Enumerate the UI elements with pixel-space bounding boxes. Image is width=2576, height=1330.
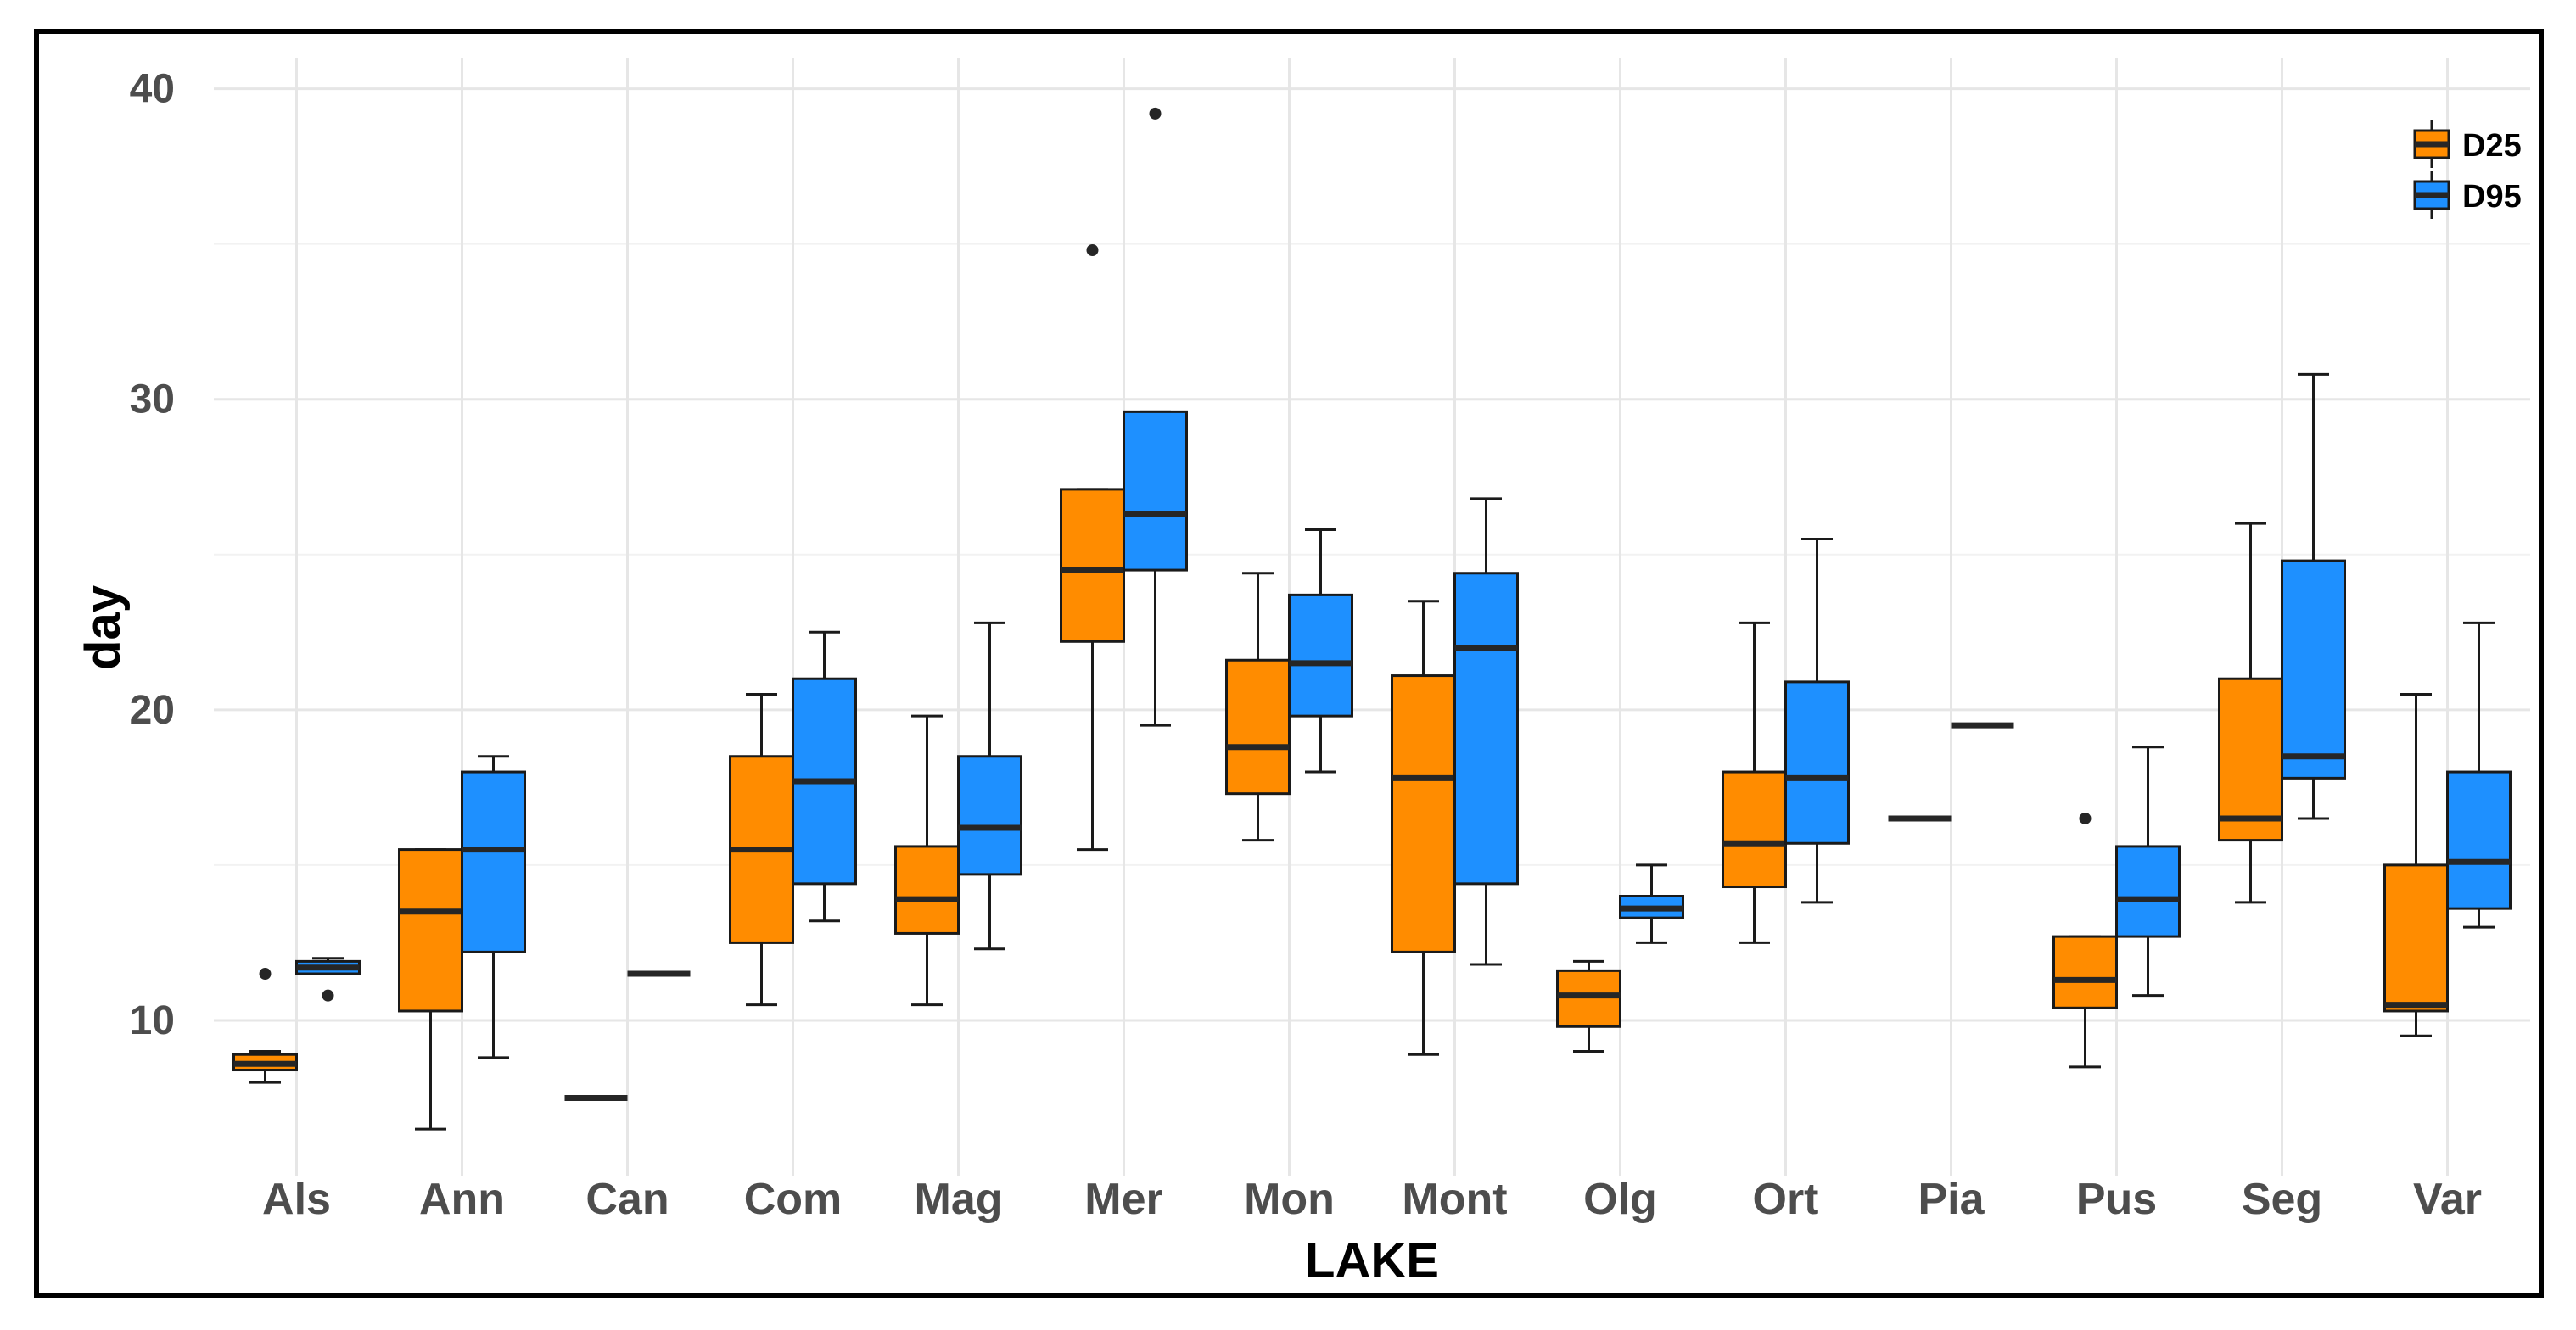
box-D25-Ann: [398, 848, 463, 1131]
boxes: [232, 107, 2512, 1131]
iqr-box: [957, 755, 1022, 876]
box-D95-Com: [792, 630, 857, 923]
y-tick-label: 20: [130, 688, 175, 733]
outlier-point: [322, 989, 334, 1002]
box-D95-Pus: [2115, 746, 2181, 998]
box-D95-Mag: [957, 621, 1022, 951]
y-tick-label: 10: [130, 998, 175, 1043]
y-tick-label: 40: [130, 67, 175, 112]
x-tick-label: Mer: [1084, 1175, 1162, 1224]
x-tick-label: Mag: [915, 1175, 1003, 1224]
iqr-box: [2052, 935, 2118, 1009]
iqr-box: [2115, 845, 2181, 938]
outlier-point: [2079, 812, 2092, 824]
iqr-box: [1225, 658, 1291, 796]
x-tick-label: Com: [744, 1175, 843, 1224]
box-D95-Mon: [1288, 528, 1353, 774]
x-axis-title: LAKE: [1305, 1233, 1439, 1288]
x-axis-ticks: Als Ann Can Com Mag Mer Mon Mont Olg Ort Pia Pus Seg…: [262, 1175, 2482, 1224]
x-tick-label: Ort: [1753, 1175, 1819, 1224]
iqr-box: [1556, 969, 1621, 1028]
box-D25-Com: [729, 693, 794, 1007]
x-tick-label: Mont: [1402, 1175, 1507, 1224]
iqr-box: [1391, 674, 1456, 953]
box-D25-Var: [2383, 693, 2449, 1037]
y-tick-label: 30: [130, 377, 175, 422]
x-tick-label: Seg: [2242, 1175, 2322, 1224]
iqr-box: [2281, 559, 2346, 780]
box-D95-Ann: [461, 755, 526, 1059]
box-D95-Olg: [1619, 863, 1684, 944]
iqr-box: [1060, 488, 1125, 643]
iqr-box: [1288, 593, 1353, 718]
box-D95-Mer: [1123, 107, 1188, 727]
box-D25-Olg: [1556, 959, 1621, 1053]
y-axis-title: day: [76, 585, 131, 670]
legend-label: D25: [2462, 128, 2522, 164]
legend-item-D95: D95: [2413, 171, 2522, 219]
iqr-box: [2446, 770, 2512, 910]
legend-item-D25: D25: [2413, 120, 2522, 168]
box-D25-Pus: [2052, 812, 2118, 1069]
grid: [214, 58, 2530, 1176]
box-D25-Als: [232, 968, 298, 1084]
iqr-box: [1722, 770, 1787, 889]
box-D25-Mer: [1060, 243, 1125, 852]
box-D95-Seg: [2281, 372, 2346, 820]
y-axis-ticks: 10 20 30 40: [130, 67, 175, 1043]
iqr-box: [894, 845, 960, 935]
iqr-box: [398, 848, 463, 1013]
x-tick-label: Pus: [2076, 1175, 2157, 1224]
box-D95-Als: [295, 957, 361, 1002]
box-D95-Ort: [1784, 537, 1850, 904]
box-D25-Mont: [1391, 600, 1456, 1056]
x-tick-label: Olg: [1583, 1175, 1657, 1224]
outlier-point: [259, 968, 272, 981]
box-D25-Ort: [1722, 621, 1787, 944]
iqr-box: [461, 770, 526, 953]
x-tick-label: Var: [2413, 1175, 2482, 1224]
x-tick-label: Ann: [419, 1175, 505, 1224]
iqr-box: [2383, 863, 2449, 1013]
iqr-box: [1123, 410, 1188, 572]
x-tick-label: Pia: [1918, 1175, 1985, 1224]
box-D95-Var: [2446, 621, 2512, 929]
outlier-point: [1149, 107, 1162, 120]
box-D25-Mon: [1225, 572, 1291, 842]
x-tick-label: Can: [585, 1175, 669, 1224]
legend-label: D95: [2462, 179, 2522, 215]
box-D95-Mont: [1453, 497, 1519, 966]
box-D25-Mag: [894, 714, 960, 1007]
chart-frame: 10 20 30 40 Als Ann Can Com Mag Mer Mon Mont Olg Ort…: [34, 29, 2544, 1298]
boxplot-chart: 10 20 30 40 Als Ann Can Com Mag Mer Mon Mont Olg Ort…: [76, 58, 2530, 1288]
iqr-box: [1784, 680, 1850, 845]
x-tick-label: Als: [262, 1175, 331, 1224]
outlier-point: [1086, 243, 1099, 256]
iqr-box: [1453, 572, 1519, 886]
x-tick-label: Mon: [1244, 1175, 1335, 1224]
box-D25-Seg: [2218, 522, 2283, 904]
